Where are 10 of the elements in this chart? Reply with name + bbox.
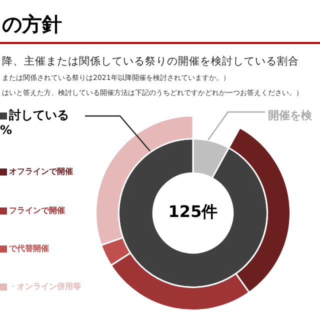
legend-label: で代替開催 — [9, 244, 49, 254]
chart-subtitle: 降、主催または関係している祭りの開催を検討している割合 — [2, 54, 299, 68]
text: 125件 — [168, 202, 218, 222]
legend-label: ・オンライン併用等 — [9, 282, 81, 292]
legend-label: フラインで開催 — [9, 206, 65, 216]
slice-label: 開催を検 — [268, 108, 313, 122]
legend-label: オフラインで開催 — [9, 167, 73, 176]
text: % — [0, 123, 12, 138]
chart-title: の方針 — [2, 12, 62, 36]
legend-label: 討している — [8, 108, 69, 122]
